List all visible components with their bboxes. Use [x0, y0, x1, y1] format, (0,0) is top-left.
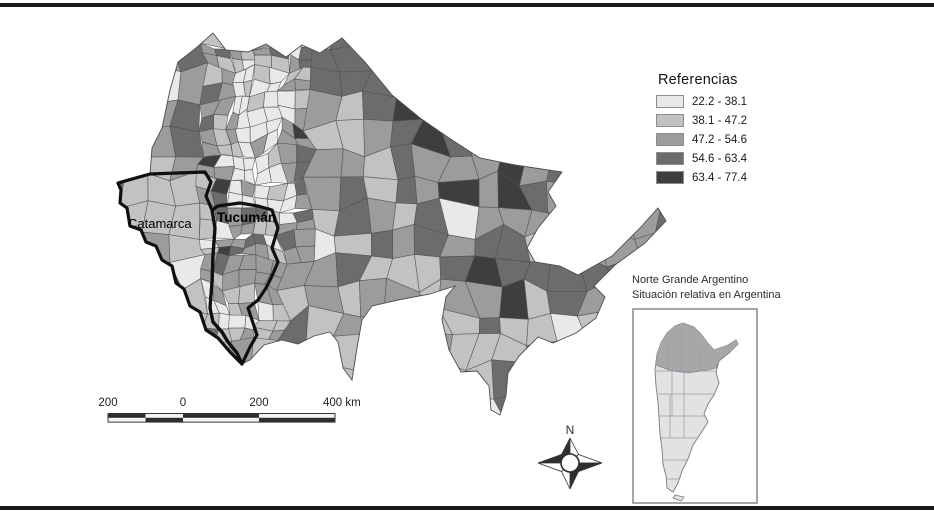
legend-swatch [656, 171, 684, 184]
legend-item: 38.1 - 47.2 [656, 114, 747, 127]
department-mosaic [118, 33, 666, 415]
legend: Referencias 22.2 - 38.1 38.1 - 47.2 47.2… [656, 72, 747, 190]
inset-caption-line2: Situación relativa en Argentina [632, 288, 781, 301]
legend-swatch [656, 152, 684, 165]
top-frame-rule [0, 3, 934, 7]
bottom-frame-rule [0, 506, 934, 510]
inset-province-borders [656, 330, 716, 480]
north-arrow-icon [537, 437, 603, 490]
tucuman-province-outline [208, 201, 280, 366]
inset-caption-line1: Norte Grande Argentino [632, 274, 749, 286]
scale-tick-label: 400 km [323, 397, 361, 409]
tierra-del-fuego-outline [672, 494, 685, 502]
tucuman-label: Tucumán [217, 210, 277, 225]
legend-label: 63.4 - 77.4 [692, 171, 747, 184]
legend-title: Referencias [658, 72, 738, 88]
legend-label: 22.2 - 38.1 [692, 95, 747, 108]
legend-swatch [656, 133, 684, 146]
catamarca-label: Catamarca [128, 216, 192, 231]
scale-tick-label: 200 [249, 397, 269, 409]
legend-swatch [656, 114, 684, 127]
legend-item: 22.2 - 38.1 [656, 95, 747, 108]
legend-label: 54.6 - 63.4 [692, 152, 747, 165]
legend-item: 54.6 - 63.4 [656, 152, 747, 165]
scale-bar [107, 413, 336, 423]
legend-item: 47.2 - 54.6 [656, 133, 747, 146]
legend-swatch [656, 95, 684, 108]
north-label: N [565, 423, 575, 437]
legend-label: 38.1 - 47.2 [692, 114, 747, 127]
legend-label: 47.2 - 54.6 [692, 133, 747, 146]
inset-map [632, 308, 758, 504]
scale-tick-label: 0 [179, 397, 187, 409]
scale-tick-label: 200 [98, 397, 118, 409]
inset-caption: Norte Grande Argentino Situación relativ… [632, 273, 781, 302]
legend-item: 63.4 - 77.4 [656, 171, 747, 184]
